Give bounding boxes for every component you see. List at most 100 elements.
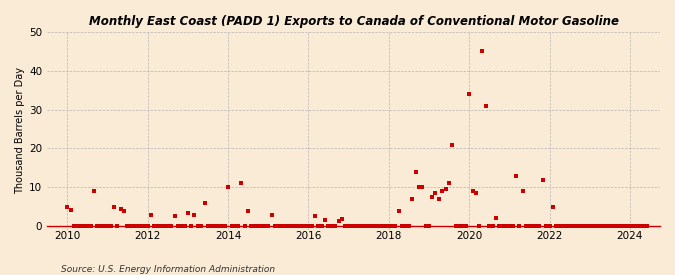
Point xyxy=(447,142,458,147)
Point xyxy=(216,224,227,228)
Point xyxy=(467,189,478,193)
Point xyxy=(233,224,244,228)
Point xyxy=(601,224,612,228)
Point xyxy=(269,224,280,228)
Point xyxy=(356,224,367,228)
Point xyxy=(65,208,76,212)
Point xyxy=(624,224,635,228)
Point xyxy=(508,224,518,228)
Point xyxy=(531,224,541,228)
Point xyxy=(186,224,197,228)
Point xyxy=(75,224,86,228)
Point xyxy=(192,224,203,228)
Point xyxy=(400,224,411,228)
Point xyxy=(209,224,220,228)
Point xyxy=(404,224,414,228)
Point xyxy=(92,224,103,228)
Point xyxy=(594,224,605,228)
Point xyxy=(290,224,300,228)
Point xyxy=(296,224,307,228)
Point xyxy=(82,224,92,228)
Point xyxy=(370,224,381,228)
Point xyxy=(85,224,96,228)
Point xyxy=(330,224,341,228)
Point xyxy=(591,224,601,228)
Point xyxy=(132,224,143,228)
Point xyxy=(491,216,502,221)
Point xyxy=(202,224,213,228)
Point xyxy=(340,224,351,228)
Point xyxy=(219,224,230,228)
Point xyxy=(433,197,444,201)
Point xyxy=(367,224,377,228)
Point xyxy=(430,191,441,195)
Point xyxy=(273,224,284,228)
Point xyxy=(126,224,136,228)
Point xyxy=(470,191,481,195)
Point xyxy=(166,224,177,228)
Point xyxy=(286,224,297,228)
Point xyxy=(588,224,599,228)
Point xyxy=(256,224,267,228)
Point xyxy=(514,224,524,228)
Point xyxy=(407,197,418,201)
Point xyxy=(169,214,180,219)
Point xyxy=(293,224,304,228)
Point xyxy=(638,224,649,228)
Point xyxy=(115,207,126,211)
Point xyxy=(597,224,608,228)
Point xyxy=(443,181,454,186)
Point xyxy=(537,177,548,182)
Point xyxy=(206,224,217,228)
Point xyxy=(474,224,485,228)
Point xyxy=(119,208,130,213)
Y-axis label: Thousand Barrels per Day: Thousand Barrels per Day xyxy=(15,67,25,194)
Point xyxy=(236,181,247,186)
Point xyxy=(571,224,582,228)
Point xyxy=(397,224,408,228)
Point xyxy=(564,224,575,228)
Point xyxy=(383,224,394,228)
Point xyxy=(266,212,277,217)
Point xyxy=(494,224,505,228)
Point xyxy=(510,174,521,178)
Point xyxy=(534,224,545,228)
Point xyxy=(585,224,595,228)
Point xyxy=(122,224,133,228)
Point xyxy=(72,224,83,228)
Point xyxy=(230,224,240,228)
Point xyxy=(387,224,398,228)
Point xyxy=(574,224,585,228)
Point xyxy=(457,224,468,228)
Point xyxy=(497,224,508,228)
Point xyxy=(78,224,89,228)
Point xyxy=(353,224,364,228)
Point xyxy=(350,224,360,228)
Point xyxy=(568,224,578,228)
Point xyxy=(344,224,354,228)
Point xyxy=(303,224,314,228)
Point xyxy=(460,224,471,228)
Point xyxy=(581,224,592,228)
Point xyxy=(88,189,99,193)
Point xyxy=(417,185,428,189)
Point xyxy=(129,224,140,228)
Point xyxy=(628,224,639,228)
Point xyxy=(276,224,287,228)
Point xyxy=(420,224,431,228)
Point xyxy=(306,224,317,228)
Point xyxy=(554,224,565,228)
Point xyxy=(317,224,327,228)
Point xyxy=(182,210,193,215)
Point xyxy=(611,224,622,228)
Point xyxy=(487,224,498,228)
Point xyxy=(544,224,555,228)
Point xyxy=(179,224,190,228)
Point xyxy=(547,205,558,209)
Point xyxy=(176,224,187,228)
Point xyxy=(259,224,270,228)
Point xyxy=(481,104,491,108)
Point xyxy=(162,224,173,228)
Point xyxy=(105,224,116,228)
Point xyxy=(327,224,338,228)
